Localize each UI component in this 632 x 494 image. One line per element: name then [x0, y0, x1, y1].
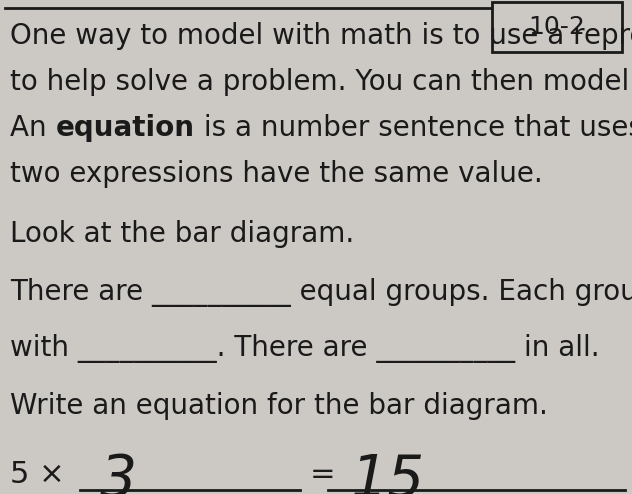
Text: 3: 3 — [100, 452, 137, 494]
Text: There are __________ equal groups. Each group: There are __________ equal groups. Each … — [10, 278, 632, 307]
Text: One way to model with math is to use a represen: One way to model with math is to use a r… — [10, 22, 632, 50]
Text: is a number sentence that uses the: is a number sentence that uses the — [195, 114, 632, 142]
Text: to help solve a problem. You can then model the: to help solve a problem. You can then mo… — [10, 68, 632, 96]
Text: An: An — [10, 114, 56, 142]
Text: equation: equation — [56, 114, 195, 142]
Text: 15: 15 — [350, 452, 424, 494]
Text: 5 ×: 5 × — [10, 460, 64, 489]
Text: two expressions have the same value.: two expressions have the same value. — [10, 160, 543, 188]
Text: with __________. There are __________ in all.: with __________. There are __________ in… — [10, 334, 600, 363]
FancyBboxPatch shape — [492, 2, 622, 52]
Text: Look at the bar diagram.: Look at the bar diagram. — [10, 220, 355, 248]
Text: =: = — [310, 460, 336, 489]
Text: 10-2: 10-2 — [528, 15, 585, 39]
Text: Write an equation for the bar diagram.: Write an equation for the bar diagram. — [10, 392, 548, 420]
